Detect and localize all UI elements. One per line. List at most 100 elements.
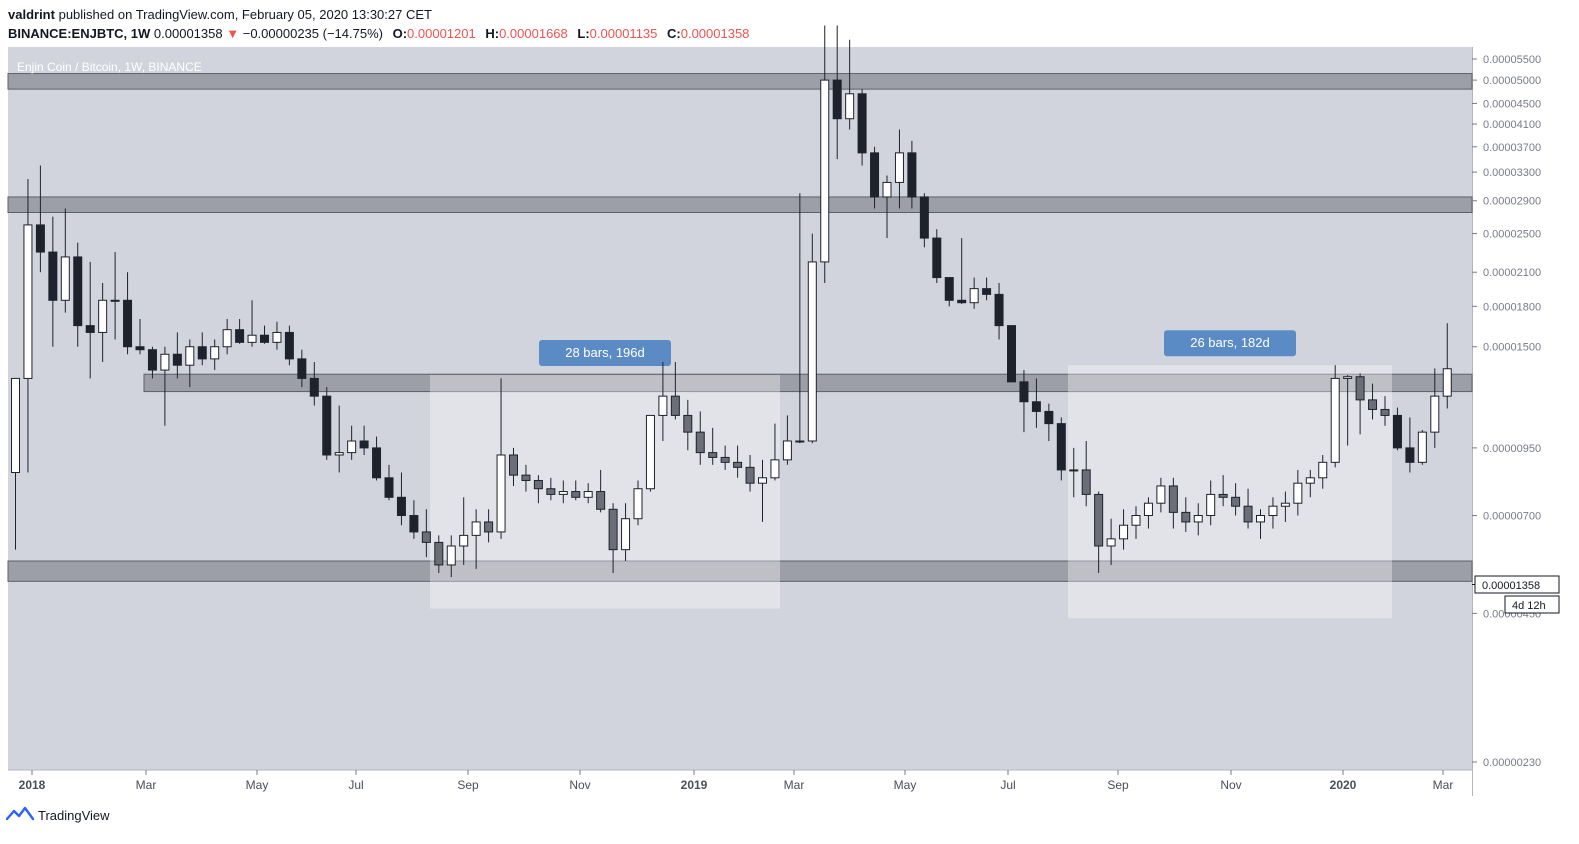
candle-body (820, 79, 830, 263)
candle-body (633, 488, 643, 520)
candle-body (645, 414, 655, 490)
candle-body (1106, 538, 1116, 547)
candle-body (982, 288, 992, 295)
candle-body (297, 358, 307, 379)
candle-body (907, 152, 917, 198)
author-name[interactable]: valdrint (8, 7, 55, 22)
low-label: L: (577, 26, 590, 41)
candle-body (372, 447, 382, 479)
candle-body (484, 521, 494, 533)
candle-body (459, 534, 469, 547)
price-axis[interactable]: 0.00005500 0.00005000 0.00004500 0.00004100… (1472, 54, 1541, 769)
date-range-label-box (1164, 330, 1296, 357)
candle-body (944, 277, 954, 301)
candle-body (23, 224, 33, 379)
candle-body (733, 461, 743, 468)
candle-body (870, 152, 880, 198)
candle-body (758, 477, 767, 484)
x-tick-label: Jul (348, 778, 363, 792)
candle-body (172, 353, 182, 366)
high-label: H: (485, 26, 500, 41)
candle-body (1380, 408, 1390, 416)
candle-body (1417, 431, 1427, 463)
candle-body (98, 299, 108, 333)
last-price-tag: 0.00001358 (1472, 575, 1560, 594)
candle-body (1293, 482, 1303, 504)
tradingview-brand-text: TradingView (38, 807, 110, 823)
candle-body (60, 256, 70, 301)
candle-body (396, 496, 406, 517)
candle-body (957, 299, 967, 304)
candle-body (409, 515, 419, 533)
time-axis[interactable] (8, 770, 1472, 796)
date-range-box (1068, 365, 1392, 619)
candle-body (1044, 410, 1054, 425)
candle-body (1119, 524, 1129, 540)
publish-info: valdrint published on TradingView.com, F… (8, 7, 432, 22)
candle-body (123, 299, 133, 348)
y-tick-label: 0.00005000 (1483, 75, 1541, 87)
zone-band (7, 560, 1473, 582)
candle-body (384, 477, 394, 498)
candle-body (894, 152, 904, 183)
candle-body (845, 93, 855, 120)
candle-body (1330, 377, 1340, 463)
countdown-tag: 4d 12h (1504, 595, 1560, 614)
candle-body (1305, 477, 1315, 484)
close-value: 0.00001358 (680, 26, 750, 41)
ohlc-legend: BINANCE:ENJBTC, 1W 0.00001358 ▼ −0.00000… (8, 26, 749, 41)
y-tick-label: 0.00001800 (1483, 301, 1541, 313)
candle-body (110, 299, 120, 302)
candle-body (857, 93, 867, 154)
zone-band (7, 196, 1473, 214)
candle-body (1343, 376, 1353, 379)
zone-band (7, 73, 1473, 90)
candle-body (1280, 502, 1290, 507)
candle-body (147, 349, 157, 371)
candle-body (73, 256, 83, 327)
candle-body (670, 395, 680, 416)
candle-body (48, 251, 58, 301)
candle-body (770, 459, 780, 479)
candle-body (695, 431, 705, 454)
y-tick-label: 0.00002900 (1483, 196, 1541, 208)
candle-body (446, 545, 456, 566)
y-tick-label: 0.00005500 (1483, 54, 1541, 66)
x-tick-label: Jul (1000, 778, 1015, 792)
x-tick-label: 2020 (1330, 778, 1357, 792)
candle-body (720, 456, 730, 463)
candle-body (347, 440, 357, 454)
candle-body (782, 440, 792, 461)
y-tick-label: 0.00004500 (1483, 98, 1541, 110)
y-tick-label: 0.00000950 (1483, 443, 1541, 455)
candle-body (272, 331, 282, 343)
chart-pane[interactable] (8, 47, 1472, 770)
candle-body (683, 414, 693, 433)
candle-body (1392, 414, 1402, 449)
x-tick-label: Sep (457, 778, 479, 792)
footer-brand[interactable]: TradingView (6, 806, 110, 824)
x-tick-label: 2018 (19, 778, 46, 792)
candle-body (919, 196, 929, 239)
candle-body (1355, 376, 1365, 401)
candle-body (222, 329, 232, 348)
chart-title: Enjin Coin / Bitcoin, 1W, BINANCE (17, 60, 202, 74)
x-tick-label: May (894, 778, 917, 792)
y-tick-label: 0.00004100 (1483, 119, 1541, 131)
candle-body (533, 479, 543, 490)
x-tick-label: 2019 (681, 778, 708, 792)
candle-body (1081, 469, 1091, 495)
candle-body (807, 261, 817, 442)
candle-body (1156, 485, 1166, 504)
candle-body (658, 395, 668, 416)
candle-body (546, 488, 556, 495)
x-tick-label: Mar (1433, 778, 1454, 792)
candle-body (795, 440, 805, 443)
candle-body (596, 491, 606, 510)
candle-body (1256, 515, 1265, 523)
candle-body (35, 224, 45, 253)
candle-body (235, 329, 245, 343)
candle-body (334, 452, 344, 456)
publish-text: published on TradingView.com, February 0… (58, 7, 432, 22)
